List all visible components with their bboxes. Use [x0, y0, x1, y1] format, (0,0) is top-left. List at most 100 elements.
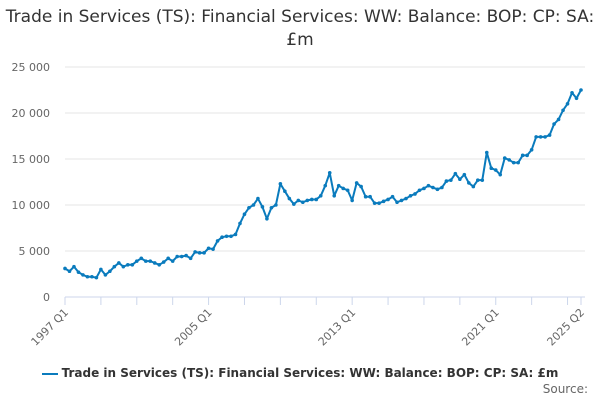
- data-point: [538, 135, 543, 139]
- data-point: [507, 158, 512, 162]
- data-point: [543, 135, 547, 139]
- data-point: [72, 264, 76, 269]
- y-tick-label: 0: [43, 291, 50, 304]
- data-point: [76, 270, 81, 274]
- data-point: [327, 171, 332, 175]
- data-point: [458, 177, 462, 182]
- data-point: [417, 188, 422, 193]
- data-point: [85, 274, 90, 279]
- y-tick-label: 15 000: [12, 153, 51, 166]
- x-tick-label: 2025 Q2: [545, 306, 588, 349]
- data-point: [260, 205, 265, 209]
- data-point: [493, 168, 498, 172]
- data-point: [287, 196, 292, 201]
- data-point: [229, 234, 233, 239]
- data-point: [381, 199, 386, 204]
- data-point: [197, 251, 202, 255]
- data-point: [143, 259, 148, 263]
- y-tick-label: 5 000: [19, 245, 51, 258]
- data-point: [332, 194, 337, 198]
- data-point: [166, 256, 170, 261]
- data-point: [467, 181, 471, 185]
- data-point: [453, 171, 458, 176]
- data-point: [193, 250, 197, 254]
- data-point: [440, 185, 444, 190]
- data-point: [350, 198, 354, 203]
- data-point: [211, 247, 215, 251]
- data-point: [130, 263, 135, 267]
- y-tick-label: 25 000: [12, 61, 51, 74]
- data-point: [94, 275, 99, 280]
- data-point: [224, 234, 229, 239]
- data-point: [90, 274, 94, 279]
- data-point: [99, 267, 103, 272]
- data-point: [215, 239, 220, 243]
- data-point: [184, 253, 188, 258]
- data-point: [422, 186, 426, 191]
- data-point: [399, 198, 404, 203]
- data-point: [112, 264, 117, 269]
- data-point: [188, 256, 193, 261]
- data-point: [242, 212, 247, 216]
- data-point: [476, 178, 480, 182]
- data-point: [529, 148, 534, 152]
- data-point: [139, 256, 144, 261]
- data-point: [561, 108, 565, 113]
- data-point: [552, 122, 556, 126]
- data-point: [516, 160, 520, 165]
- data-point: [341, 186, 345, 191]
- data-point: [121, 264, 126, 269]
- data-point: [395, 200, 399, 205]
- data-point: [175, 254, 179, 259]
- data-point: [498, 172, 503, 177]
- data-point: [314, 197, 319, 202]
- data-point: [152, 261, 157, 265]
- data-point: [269, 205, 274, 210]
- legend[interactable]: Trade in Services (TS): Financial Servic…: [0, 366, 600, 380]
- data-point: [390, 194, 395, 199]
- x-tick-label: 2013 Q1: [316, 306, 359, 349]
- data-point: [525, 153, 529, 158]
- data-point: [359, 184, 363, 189]
- data-point: [108, 269, 112, 274]
- data-point: [296, 198, 301, 203]
- data-point: [233, 232, 238, 237]
- data-point: [309, 197, 314, 202]
- x-tick-label: 2005 Q1: [172, 306, 215, 349]
- chart-title: Trade in Services (TS): Financial Servic…: [5, 7, 595, 50]
- data-point: [345, 188, 350, 193]
- data-point: [305, 198, 310, 203]
- y-tick-label: 20 000: [12, 107, 51, 120]
- data-point: [148, 259, 153, 263]
- data-point: [292, 202, 296, 206]
- legend-label: Trade in Services (TS): Financial Servic…: [61, 366, 559, 380]
- data-point: [67, 269, 72, 274]
- data-point: [426, 183, 431, 188]
- data-point: [134, 259, 139, 263]
- data-point: [179, 254, 184, 259]
- data-point: [202, 251, 206, 255]
- data-point: [413, 192, 417, 196]
- x-tick-label: 1997 Q1: [29, 306, 72, 349]
- x-tick-label: 2021 Q1: [459, 306, 502, 349]
- data-point: [547, 133, 552, 137]
- data-point: [363, 194, 368, 199]
- data-point: [170, 259, 175, 263]
- data-point: [238, 221, 242, 226]
- data-point: [256, 196, 260, 201]
- data-point: [372, 201, 377, 205]
- data-point: [283, 189, 287, 193]
- data-point: [574, 96, 579, 101]
- data-point: [520, 153, 525, 158]
- data-point: [435, 187, 440, 192]
- data-point: [220, 235, 224, 239]
- data-point: [81, 273, 85, 277]
- data-point: [489, 166, 494, 170]
- data-point: [565, 102, 570, 106]
- data-point: [247, 205, 251, 210]
- data-point: [251, 203, 256, 207]
- data-point: [274, 203, 278, 207]
- data-point: [336, 183, 341, 188]
- data-point: [449, 178, 453, 182]
